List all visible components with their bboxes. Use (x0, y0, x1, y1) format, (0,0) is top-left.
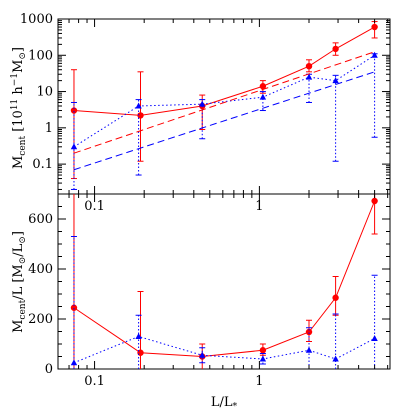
top-panel: 0.1 1 0.1 1 10 100 1000 Mcent [1011 h−1M⊙] (10, 12, 391, 214)
series-line-solid-0 (73, 200, 376, 358)
y-tick-label: 400 (28, 262, 53, 277)
data-point-triangle (371, 335, 378, 341)
x-tick-label: 1 (255, 374, 263, 389)
series-line-dashed-3 (73, 71, 375, 171)
y-tick-label: 200 (28, 312, 53, 327)
data-point-triangle (135, 333, 142, 339)
data-point-circle (371, 197, 378, 205)
data-point-triangle (371, 51, 378, 58)
data-point-triangle (70, 359, 78, 366)
data-point-triangle (135, 102, 142, 109)
x-tick-label: 0.1 (84, 199, 105, 214)
y-tick-label: 600 (28, 212, 53, 227)
data-point-triangle (332, 355, 339, 362)
data-point-circle (305, 328, 313, 336)
data-point-triangle (199, 100, 206, 107)
data-point-circle (259, 83, 267, 90)
data-point-circle (70, 304, 78, 311)
data-point-triangle (332, 77, 339, 84)
data-point-triangle (259, 355, 267, 362)
data-point-triangle (305, 346, 313, 353)
bottom-y-axis-label: Mcent/L [M⊙/L⊙] (11, 231, 28, 333)
data-point-triangle (70, 143, 78, 150)
y-tick-label: 10 (36, 85, 53, 100)
bottom-panel-frame (57, 193, 391, 370)
bottom-panel: 0.1 1 0 200 400 600 Mcent/L [M⊙/L⊙] L/L* (11, 193, 391, 412)
data-point-circle (137, 112, 144, 119)
data-point-circle (371, 23, 378, 31)
series-line-dotted-1 (73, 335, 375, 364)
series-line-dashed-2 (73, 51, 375, 154)
data-point-triangle (259, 93, 267, 100)
x-tick-label: 0.1 (84, 374, 105, 389)
data-point-circle (259, 347, 267, 354)
data-point-circle (332, 45, 339, 53)
y-tick-label: 100 (28, 48, 53, 63)
x-tick-label: 1 (255, 199, 263, 214)
y-tick-label: 1000 (20, 12, 53, 27)
top-y-axis-label: Mcent [1011 h−1M⊙] (10, 47, 28, 169)
y-tick-label: 0.1 (32, 157, 53, 172)
data-point-circle (332, 294, 339, 301)
data-point-circle (305, 62, 313, 70)
x-axis-label: L/L* (211, 395, 238, 412)
series-line-dotted-1 (73, 54, 375, 148)
data-point-triangle (199, 351, 206, 358)
y-tick-label: 1 (45, 121, 53, 136)
data-point-circle (70, 107, 78, 114)
top-panel-frame (57, 18, 391, 195)
y-tick-label: 0 (45, 362, 53, 377)
data-point-triangle (305, 73, 313, 80)
